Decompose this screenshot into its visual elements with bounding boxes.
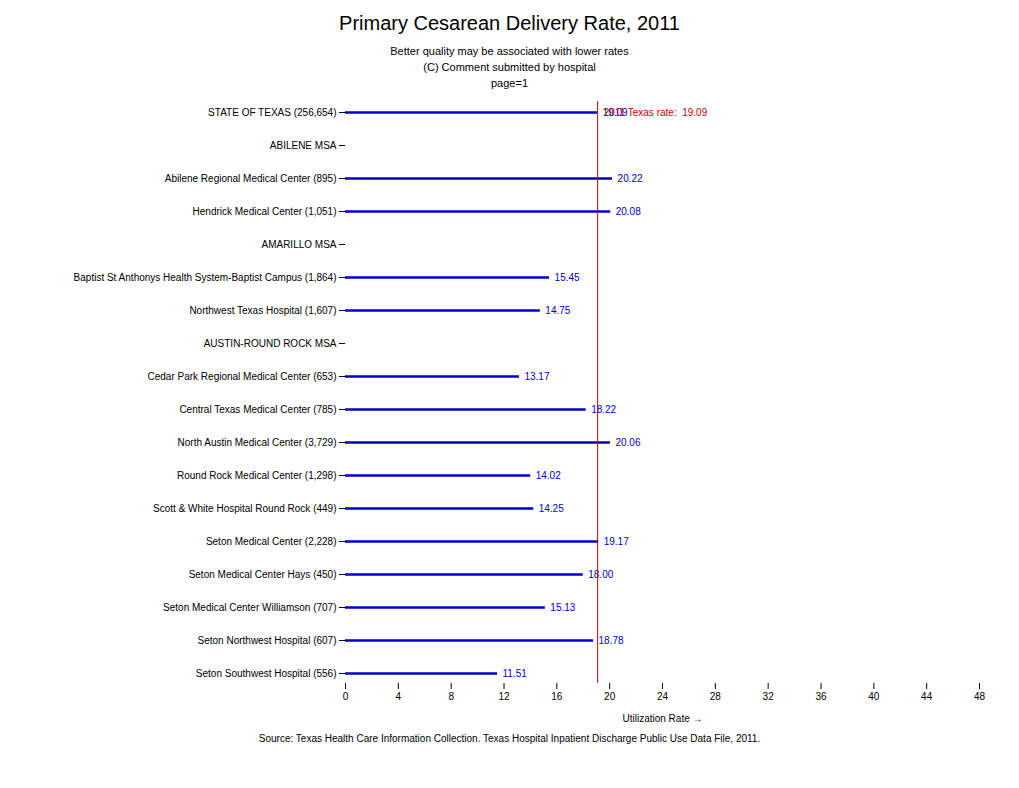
svg-text:20.06: 20.06 — [615, 437, 640, 448]
svg-text:15.13: 15.13 — [550, 602, 575, 613]
svg-text:Round Rock Medical Center (1,2: Round Rock Medical Center (1,298) — [177, 470, 337, 481]
svg-text:20: 20 — [604, 691, 616, 702]
svg-text:Seton Northwest Hospital (607): Seton Northwest Hospital (607) — [198, 635, 337, 646]
svg-text:16: 16 — [551, 691, 563, 702]
svg-text:20.08: 20.08 — [616, 206, 641, 217]
svg-text:18.78: 18.78 — [599, 635, 624, 646]
svg-text:STATE OF TEXAS (256,654): STATE OF TEXAS (256,654) — [208, 107, 336, 118]
html-text:page=1: page=1 — [491, 77, 528, 89]
svg-text:19.17: 19.17 — [604, 536, 629, 547]
svg-text:15.45: 15.45 — [555, 272, 580, 283]
svg-text:Seton Medical Center (2,228): Seton Medical Center (2,228) — [206, 536, 337, 547]
svg-text:32: 32 — [763, 691, 775, 702]
svg-text:Hendrick Medical Center (1,051: Hendrick Medical Center (1,051) — [193, 206, 337, 217]
svg-text:2011 Texas rate: 19.09: 2011 Texas rate: 19.09 — [604, 107, 708, 118]
svg-text:12: 12 — [498, 691, 510, 702]
svg-text:Seton Southwest Hospital (556): Seton Southwest Hospital (556) — [196, 668, 337, 679]
svg-text:8: 8 — [448, 691, 454, 702]
svg-text:Central Texas Medical Center (: Central Texas Medical Center (785) — [179, 404, 336, 415]
svg-text:Abilene Regional Medical Cente: Abilene Regional Medical Center (895) — [165, 173, 337, 184]
svg-text:0: 0 — [343, 691, 349, 702]
svg-text:Seton Medical Center Hays (450: Seton Medical Center Hays (450) — [189, 569, 337, 580]
html-text:(C) Comment submitted by hospi: (C) Comment submitted by hospital — [423, 61, 596, 73]
svg-text:18.22: 18.22 — [591, 404, 616, 415]
svg-text:North Austin Medical Center (3: North Austin Medical Center (3,729) — [178, 437, 337, 448]
svg-text:AUSTIN-ROUND ROCK MSA: AUSTIN-ROUND ROCK MSA — [204, 338, 337, 349]
svg-text:Utilization Rate →: Utilization Rate → — [622, 713, 702, 724]
svg-text:13.17: 13.17 — [524, 371, 549, 382]
svg-text:ABILENE MSA: ABILENE MSA — [270, 140, 337, 151]
svg-text:14.75: 14.75 — [545, 305, 570, 316]
svg-text:18.00: 18.00 — [588, 569, 613, 580]
svg-text:14.25: 14.25 — [539, 503, 564, 514]
html-text:Source: Texas Health Care Info: Source: Texas Health Care Information Co… — [258, 733, 761, 744]
svg-text:20.22: 20.22 — [618, 173, 643, 184]
svg-text:Seton Medical Center Williamso: Seton Medical Center Williamson (707) — [163, 602, 336, 613]
svg-text:4: 4 — [396, 691, 402, 702]
html-text:Better quality may be associat: Better quality may be associated with lo… — [390, 45, 629, 57]
svg-text:Northwest Texas Hospital (1,60: Northwest Texas Hospital (1,607) — [189, 305, 336, 316]
html-text:Primary Cesarean Delivery Rate: Primary Cesarean Delivery Rate, 2011 — [339, 12, 680, 34]
svg-text:44: 44 — [921, 691, 933, 702]
svg-text:40: 40 — [868, 691, 880, 702]
svg-text:Baptist St Anthonys Health Sys: Baptist St Anthonys Health System-Baptis… — [74, 272, 337, 283]
svg-text:36: 36 — [815, 691, 827, 702]
svg-text:AMARILLO MSA: AMARILLO MSA — [261, 239, 336, 250]
svg-text:48: 48 — [974, 691, 986, 702]
svg-text:Cedar Park Regional Medical Ce: Cedar Park Regional Medical Center (653) — [148, 371, 337, 382]
svg-text:Scott & White Hospital Round R: Scott & White Hospital Round Rock (449) — [153, 503, 336, 514]
svg-text:14.02: 14.02 — [536, 470, 561, 481]
svg-text:11.51: 11.51 — [503, 668, 528, 679]
svg-text:24: 24 — [657, 691, 669, 702]
svg-text:28: 28 — [710, 691, 722, 702]
